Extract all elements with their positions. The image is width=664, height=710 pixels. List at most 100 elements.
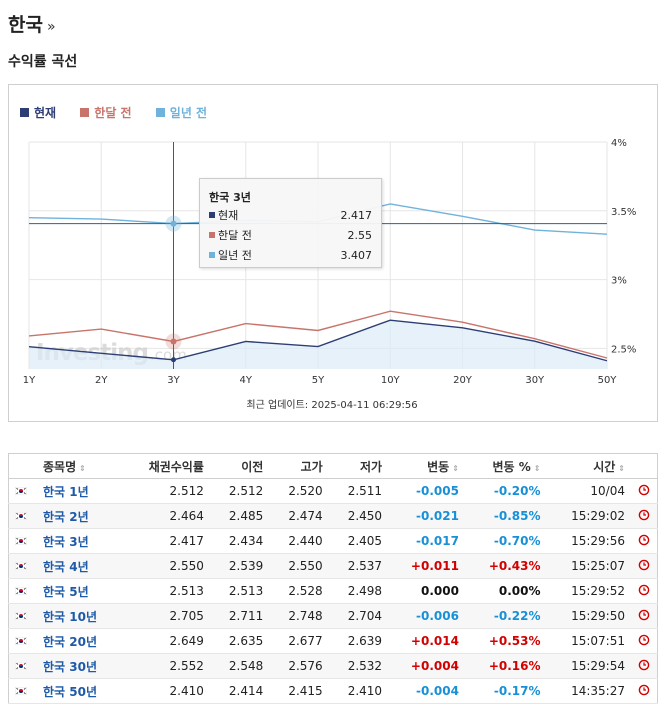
clock-icon (638, 584, 650, 595)
cell-time: 15:07:51 (546, 628, 631, 654)
cell-time: 15:29:50 (546, 603, 631, 629)
table-row[interactable]: 한국 10년 2.705 2.711 2.748 2.704 -0.006 -0.22% 15… (8, 603, 658, 629)
x-tick-label: 30Y (525, 375, 545, 386)
header-name[interactable]: 종목명 ⇕ (29, 453, 124, 479)
table-row[interactable]: 한국 5년 2.513 2.513 2.528 2.498 0.000 0.00% 15:29… (8, 578, 658, 604)
flag-cell (8, 503, 29, 529)
cell-yield: 2.649 (123, 628, 210, 654)
hover-point-current[interactable] (171, 357, 176, 363)
bond-name[interactable]: 한국 2년 (43, 509, 89, 524)
table-row[interactable]: 한국 20년 2.649 2.635 2.677 2.639 +0.014 +0.53% 15… (8, 628, 658, 654)
bond-name[interactable]: 한국 50년 (43, 684, 97, 699)
tooltip-label-month-ago: 한달 전 (218, 229, 252, 242)
bond-name[interactable]: 한국 4년 (43, 559, 89, 574)
sort-icon: ⇕ (533, 463, 541, 473)
header-low[interactable]: 저가 (328, 453, 389, 479)
table-row[interactable]: 한국 30년 2.552 2.548 2.576 2.532 +0.004 +0.16% 15… (8, 653, 658, 679)
header-high[interactable]: 고가 (269, 453, 329, 479)
flag-cell (8, 628, 29, 654)
cell-high: 2.520 (269, 478, 329, 504)
cell-yield: 2.705 (123, 603, 210, 629)
x-tick-label: 5Y (312, 375, 325, 386)
chart-legend: 현재 한달 전 일년 전 (20, 104, 227, 121)
table-row[interactable]: 한국 1년 2.512 2.512 2.520 2.511 -0.005 -0.20% 10/… (8, 478, 658, 504)
table-row[interactable]: 한국 50년 2.410 2.414 2.415 2.410 -0.004 -0.17% 14… (8, 678, 658, 704)
series-line-month-ago[interactable] (28, 310, 608, 359)
cell-low: 2.498 (328, 578, 389, 604)
bond-name[interactable]: 한국 20년 (43, 634, 97, 649)
legend-item-current[interactable]: 현재 (20, 104, 56, 121)
flag-cell (8, 678, 29, 704)
x-tick-label: 50Y (598, 375, 618, 386)
bond-name[interactable]: 한국 5년 (43, 584, 89, 599)
bond-name-link[interactable]: 한국 2년 (29, 503, 124, 529)
cell-prev: 2.485 (209, 503, 270, 529)
clock-icon (638, 509, 650, 520)
legend-swatch-current (20, 108, 29, 117)
header-yield[interactable]: 채권수익률 (123, 453, 210, 479)
bond-quotes-table: 종목명 ⇕ 채권수익률 이전 고가 저가 변동 ⇕ 변동 % ⇕ 시간 ⇕ 한국 1년 2… (8, 453, 658, 704)
header-chg-pct[interactable]: 변동 % ⇕ (464, 453, 547, 479)
header-chg[interactable]: 변동 ⇕ (388, 453, 465, 479)
cell-chg-pct: -0.20% (464, 478, 547, 504)
bond-name-link[interactable]: 한국 50년 (29, 678, 124, 704)
clock-icon (638, 534, 650, 545)
bond-name[interactable]: 한국 1년 (43, 484, 89, 499)
table-row[interactable]: 한국 4년 2.550 2.539 2.550 2.537 +0.011 +0.43% 15:… (8, 553, 658, 579)
bond-name-link[interactable]: 한국 1년 (29, 478, 124, 504)
korea-flag-icon (14, 586, 28, 596)
cell-low: 2.450 (328, 503, 389, 529)
bond-name[interactable]: 한국 3년 (43, 534, 89, 549)
hover-point-year-ago[interactable] (170, 220, 177, 227)
section-title: 수익률 곡선 (8, 54, 78, 70)
bond-name-link[interactable]: 한국 30년 (29, 653, 124, 679)
korea-flag-icon (14, 561, 28, 571)
header-prev[interactable]: 이전 (209, 453, 270, 479)
flag-cell (8, 653, 29, 679)
bond-name[interactable]: 한국 30년 (43, 659, 97, 674)
table-row[interactable]: 한국 3년 2.417 2.434 2.440 2.405 -0.017 -0.70% 15:… (8, 528, 658, 554)
cell-low: 2.704 (328, 603, 389, 629)
cell-yield: 2.513 (123, 578, 210, 604)
legend-label-current: 현재 (34, 106, 57, 120)
cell-time: 15:29:56 (546, 528, 631, 554)
cell-low: 2.511 (328, 478, 389, 504)
cell-chg: +0.011 (388, 553, 465, 579)
flag-cell (8, 528, 29, 554)
korea-flag-icon (14, 636, 28, 646)
page-title-text: 한국 (8, 14, 43, 36)
legend-item-month-ago[interactable]: 한달 전 (80, 104, 132, 121)
header-time[interactable]: 시간 ⇕ (546, 453, 631, 479)
bond-name-link[interactable]: 한국 5년 (29, 578, 124, 604)
yield-curve-chart[interactable]: 4%3.5%3%2.5%1Y2Y3Y4Y5Y10Y20Y30Y50YInvest… (0, 0, 664, 430)
cell-prev: 2.434 (209, 528, 270, 554)
cell-prev: 2.711 (209, 603, 270, 629)
cell-time: 14:35:27 (546, 678, 631, 704)
korea-flag-icon (14, 511, 28, 521)
table-header-row: 종목명 ⇕ 채권수익률 이전 고가 저가 변동 ⇕ 변동 % ⇕ 시간 ⇕ (8, 453, 658, 479)
clock-cell (631, 503, 658, 529)
bond-name-link[interactable]: 한국 4년 (29, 553, 124, 579)
bond-name[interactable]: 한국 10년 (43, 609, 97, 624)
hover-point-month-ago[interactable] (170, 338, 177, 345)
tooltip-swatch-current (209, 212, 215, 218)
korea-flag-icon (14, 661, 28, 671)
cell-prev: 2.539 (209, 553, 270, 579)
cell-high: 2.550 (269, 553, 329, 579)
cell-chg-pct: +0.53% (464, 628, 547, 654)
clock-icon (638, 684, 650, 695)
legend-item-year-ago[interactable]: 일년 전 (155, 104, 207, 121)
bond-name-link[interactable]: 한국 20년 (29, 628, 124, 654)
flag-cell (8, 553, 29, 579)
title-chevron-icon[interactable]: » (46, 19, 56, 35)
bond-name-link[interactable]: 한국 3년 (29, 528, 124, 554)
series-line-current[interactable] (28, 319, 608, 362)
bond-name-link[interactable]: 한국 10년 (29, 603, 124, 629)
flag-cell (8, 578, 29, 604)
cell-yield: 2.410 (123, 678, 210, 704)
table-row[interactable]: 한국 2년 2.464 2.485 2.474 2.450 -0.021 -0.85% 15:… (8, 503, 658, 529)
header-time-label: 시간 (593, 459, 616, 474)
y-tick-label: 3.5% (611, 207, 636, 218)
sort-icon: ⇕ (452, 463, 459, 473)
cell-yield: 2.417 (123, 528, 210, 554)
